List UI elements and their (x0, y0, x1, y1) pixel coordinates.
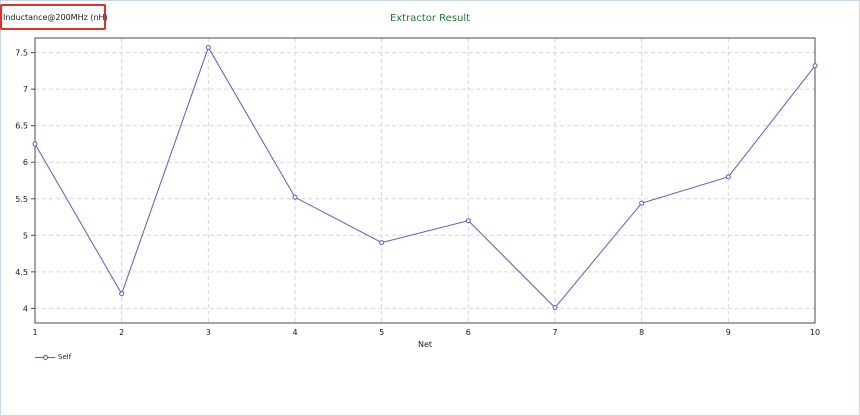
x-tick-label: 8 (639, 328, 644, 337)
y-axis-label-text: Inductance@200MHz (nH) (3, 12, 108, 22)
axis-ticks: 1 2 3 4 5 6 7 8 9 10 4 4.5 5 5.5 6 6.5 7 7.5 (15, 49, 820, 337)
x-tick-label: 6 (466, 328, 471, 337)
data-point (812, 63, 818, 69)
x-tick-label: 5 (379, 328, 384, 337)
data-point (292, 194, 298, 200)
data-point (119, 291, 125, 297)
data-point (465, 218, 471, 224)
x-tick-label: 7 (552, 328, 557, 337)
grid (34, 38, 816, 323)
plot-frame (34, 37, 816, 324)
y-tick-label: 4.5 (15, 268, 28, 277)
series-line-self (34, 46, 816, 309)
y-tick-label: 7 (23, 85, 28, 94)
y-tick-label: 5 (23, 231, 28, 240)
legend-swatch-self (35, 352, 55, 362)
legend-label-self: Self (58, 353, 72, 361)
chart-title: Extractor Result (389, 13, 471, 24)
data-point (32, 141, 38, 147)
legend: Self (35, 351, 71, 363)
data-point (379, 240, 385, 246)
y-tick-label: 7.5 (15, 49, 28, 58)
y-tick-label: 5.5 (15, 195, 28, 204)
x-tick-label: 4 (292, 328, 297, 337)
data-point (725, 174, 731, 180)
data-point (552, 305, 558, 311)
y-axis-label: Inductance@200MHz (nH) (0, 4, 108, 30)
data-point (205, 45, 211, 50)
y-tick-label: 6.5 (15, 122, 28, 131)
x-tick-label: 1 (32, 328, 37, 337)
x-axis-title: Net (418, 340, 432, 349)
data-point (639, 200, 645, 206)
x-tick-label: 3 (206, 328, 211, 337)
x-tick-label: 10 (810, 328, 820, 337)
x-tick-label: 9 (726, 328, 731, 337)
y-tick-label: 4 (23, 304, 28, 313)
series-self (32, 45, 818, 311)
y-tick-label: 6 (23, 158, 28, 167)
x-tick-label: 2 (119, 328, 124, 337)
